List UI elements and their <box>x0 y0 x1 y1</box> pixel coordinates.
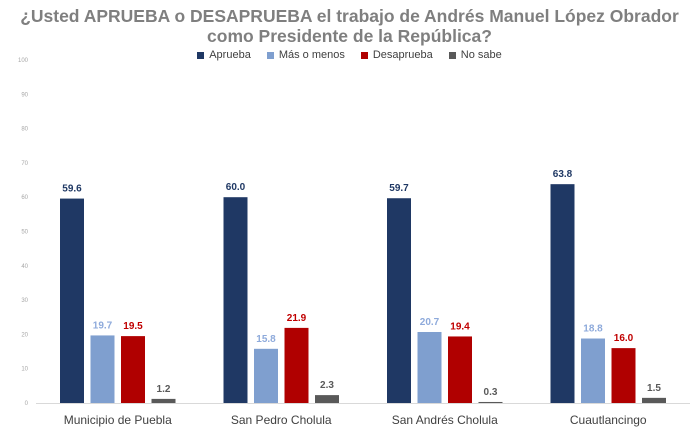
bar <box>223 197 248 403</box>
y-tick-label: 0 <box>25 401 29 407</box>
data-label: 59.7 <box>389 183 409 194</box>
bar <box>90 335 115 403</box>
bar <box>387 198 411 403</box>
legend-label-no-sabe: No sabe <box>460 49 502 61</box>
data-label: 19.4 <box>450 321 470 332</box>
y-tick-label: 20 <box>21 332 28 338</box>
bar <box>448 336 472 403</box>
bar <box>315 395 339 403</box>
legend-label-aprueba: Aprueba <box>209 49 251 61</box>
data-label: 20.7 <box>420 317 440 328</box>
bar <box>284 327 309 403</box>
legend-item-aprueba: Aprueba <box>197 49 251 61</box>
chart-title: ¿Usted APRUEBA o DESAPRUEBA el trabajo d… <box>0 6 699 46</box>
data-label: 0.3 <box>484 387 498 398</box>
chart-legend: Aprueba Más o menos Desaprueba No sabe <box>0 49 699 61</box>
bar <box>417 331 442 403</box>
data-label: 60.0 <box>226 182 246 193</box>
chart-title-line-2: como Presidente de la República? <box>207 26 492 46</box>
data-label: 19.5 <box>123 321 143 332</box>
bar <box>151 398 176 403</box>
y-tick-label: 60 <box>21 195 28 201</box>
legend-swatch-no-sabe <box>448 51 456 59</box>
legend-item-no-sabe: No sabe <box>448 49 502 61</box>
legend-label-mas-o-menos: Más o menos <box>278 49 345 61</box>
bar <box>121 336 145 403</box>
x-category-label: San Andrés Cholula <box>392 413 498 427</box>
data-label: 21.9 <box>287 313 307 324</box>
x-category-label: Municipio de Puebla <box>64 413 172 427</box>
data-label: 18.8 <box>583 324 603 335</box>
legend-item-mas-o-menos: Más o menos <box>266 49 345 61</box>
legend-item-desaprueba: Desaprueba <box>360 49 433 61</box>
legend-swatch-mas-o-menos <box>266 51 274 59</box>
legend-label-desaprueba: Desaprueba <box>372 49 433 61</box>
data-label: 16.0 <box>614 333 634 344</box>
x-category-label: San Pedro Cholula <box>231 413 332 427</box>
y-tick-label: 40 <box>21 264 28 270</box>
y-tick-label: 90 <box>21 92 28 98</box>
bar <box>581 338 605 403</box>
bar <box>60 198 84 403</box>
bar <box>254 348 278 403</box>
bar <box>550 184 575 403</box>
x-category-label: Cuautlancingo <box>570 413 647 427</box>
y-tick-label: 80 <box>21 127 28 133</box>
bar <box>642 397 666 403</box>
y-tick-label: 10 <box>21 367 28 373</box>
y-tick-label: 30 <box>21 298 28 304</box>
data-label: 15.8 <box>256 334 276 345</box>
data-label: 19.7 <box>93 320 113 331</box>
legend-swatch-desaprueba <box>360 51 368 59</box>
chart-title-line-1: ¿Usted APRUEBA o DESAPRUEBA el trabajo d… <box>20 6 679 26</box>
data-label: 59.6 <box>62 184 82 195</box>
data-label: 2.3 <box>320 380 334 391</box>
y-tick-label: 100 <box>18 58 29 64</box>
y-tick-label: 70 <box>21 161 28 167</box>
legend-swatch-aprueba <box>197 51 205 59</box>
y-tick-label: 50 <box>21 230 28 236</box>
data-label: 1.2 <box>157 384 171 395</box>
bar <box>611 348 636 403</box>
data-label: 63.8 <box>553 169 573 180</box>
bar <box>478 401 503 403</box>
data-label: 1.5 <box>647 383 661 394</box>
